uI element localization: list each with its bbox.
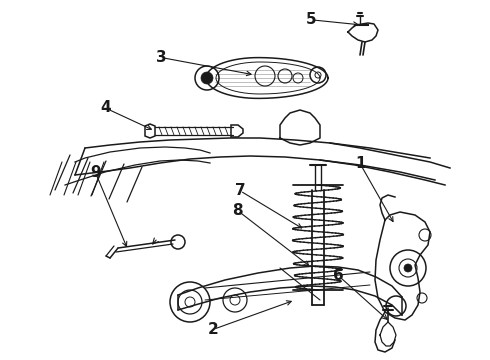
- Circle shape: [171, 235, 185, 249]
- Text: 3: 3: [156, 50, 167, 65]
- Circle shape: [230, 295, 240, 305]
- Text: 4: 4: [100, 100, 111, 116]
- Text: 7: 7: [235, 183, 245, 198]
- Circle shape: [201, 72, 213, 84]
- Circle shape: [178, 290, 202, 314]
- Circle shape: [293, 73, 303, 83]
- Circle shape: [404, 264, 412, 272]
- Circle shape: [310, 67, 326, 83]
- Text: 9: 9: [90, 165, 101, 180]
- Circle shape: [417, 293, 427, 303]
- Text: 1: 1: [355, 156, 366, 171]
- Circle shape: [278, 69, 292, 83]
- Circle shape: [399, 259, 417, 277]
- Circle shape: [170, 282, 210, 322]
- Text: 6: 6: [333, 268, 343, 283]
- Circle shape: [223, 288, 247, 312]
- Circle shape: [386, 296, 406, 316]
- Text: 8: 8: [232, 203, 243, 218]
- Text: 5: 5: [306, 12, 317, 27]
- Polygon shape: [145, 124, 155, 138]
- Circle shape: [195, 66, 219, 90]
- Circle shape: [390, 250, 426, 286]
- Circle shape: [255, 66, 275, 86]
- Text: 2: 2: [208, 322, 219, 337]
- Circle shape: [185, 297, 195, 307]
- Circle shape: [419, 229, 431, 241]
- Polygon shape: [231, 125, 243, 137]
